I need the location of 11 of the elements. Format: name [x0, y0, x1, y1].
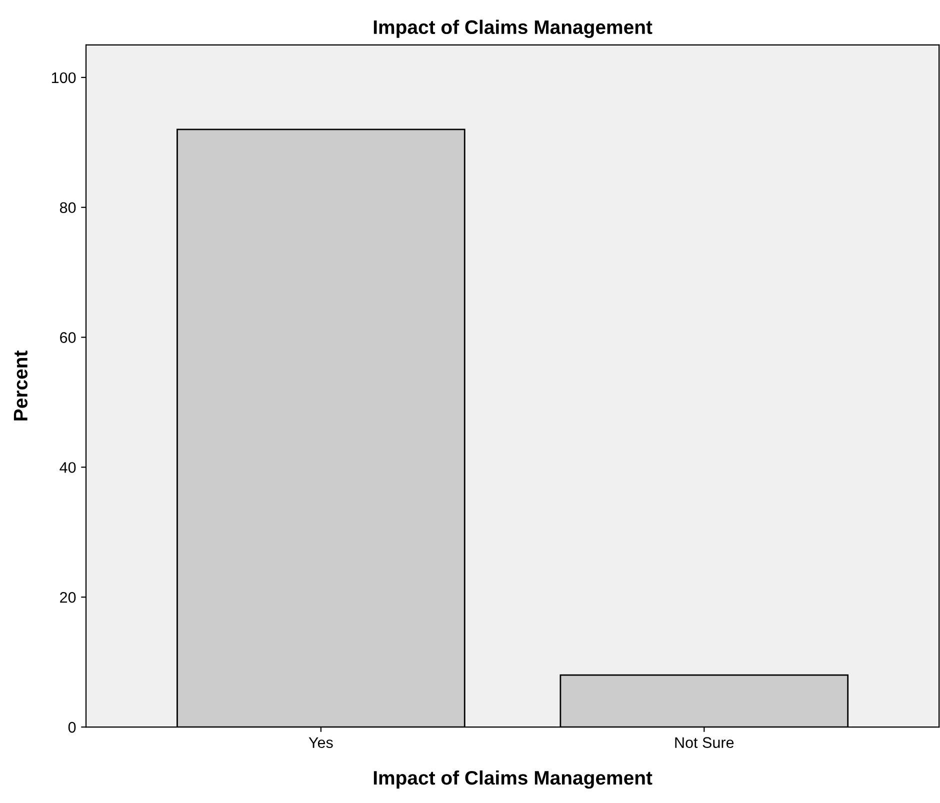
y-axis-title: Percent [14, 350, 28, 420]
y-tick-label: 40 [60, 462, 76, 473]
chart-title: Impact of Claims Management [374, 20, 652, 38]
y-tick-label: 0 [68, 722, 76, 733]
x-axis-title: Impact of Claims Management [374, 770, 652, 789]
y-tick-label: 100 [52, 72, 76, 84]
y-tick-label: 20 [60, 592, 76, 603]
x-tick-label: Yes [308, 737, 333, 748]
y-tick-label: 60 [60, 332, 76, 343]
y-tick-label: 80 [60, 202, 76, 214]
x-tick-label: Not Sure [675, 737, 734, 748]
